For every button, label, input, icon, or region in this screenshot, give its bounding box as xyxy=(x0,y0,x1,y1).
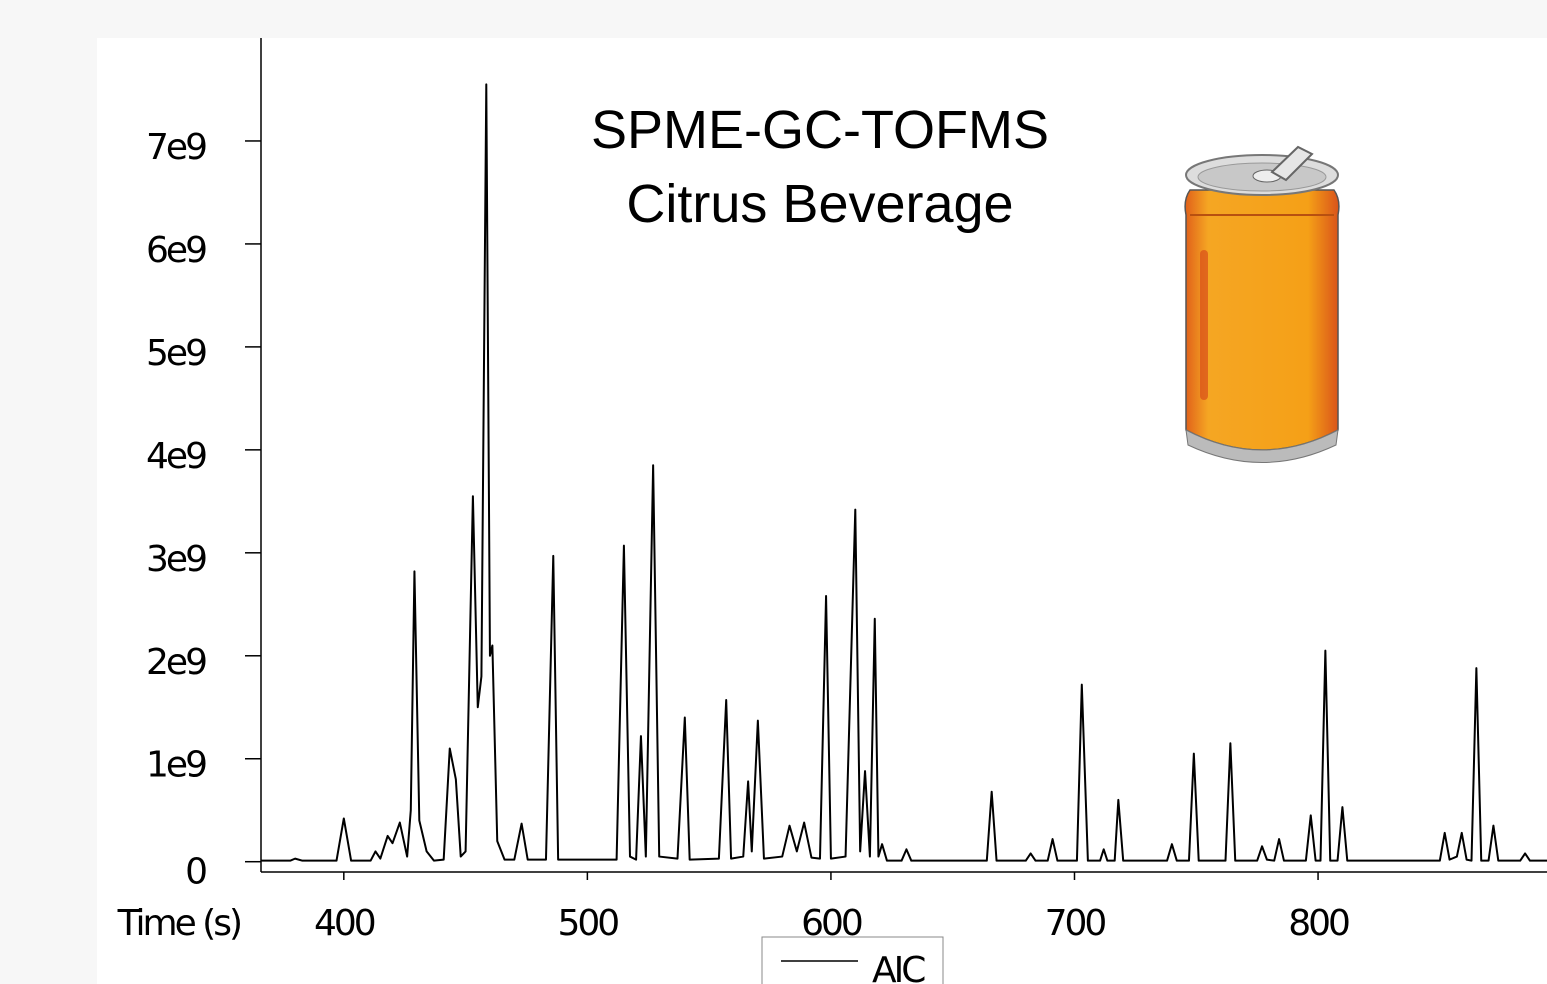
y-tick-label: 6e9 xyxy=(146,230,206,271)
x-tick-label: 400 xyxy=(314,903,375,944)
y-tick-label: 2e9 xyxy=(146,642,206,683)
chart-subtitle: Citrus Beverage xyxy=(626,174,1013,234)
y-tick-label: 4e9 xyxy=(146,436,206,477)
y-tick-label: 7e9 xyxy=(146,127,206,168)
can-illustration xyxy=(1185,147,1339,463)
page: {"chart_data": {"type": "line", "title":… xyxy=(0,0,1547,984)
y-tick-label: 5e9 xyxy=(146,333,206,374)
x-tick-label: 700 xyxy=(1045,903,1106,944)
x-tick-label: 600 xyxy=(801,903,862,944)
y-tick-label: 0 xyxy=(185,852,206,893)
chart: SPME-GC-TOFMS Citrus Beverage Time (s) A… xyxy=(0,0,1547,984)
legend: AIC xyxy=(762,937,943,984)
legend-label: AIC xyxy=(872,950,925,984)
x-axis-label: Time (s) xyxy=(117,903,240,944)
x-tick-label: 500 xyxy=(558,903,619,944)
y-tick-label: 1e9 xyxy=(146,745,206,786)
x-tick-label: 800 xyxy=(1288,903,1349,944)
y-tick-label: 3e9 xyxy=(146,539,206,580)
chart-title: SPME-GC-TOFMS xyxy=(591,100,1049,160)
